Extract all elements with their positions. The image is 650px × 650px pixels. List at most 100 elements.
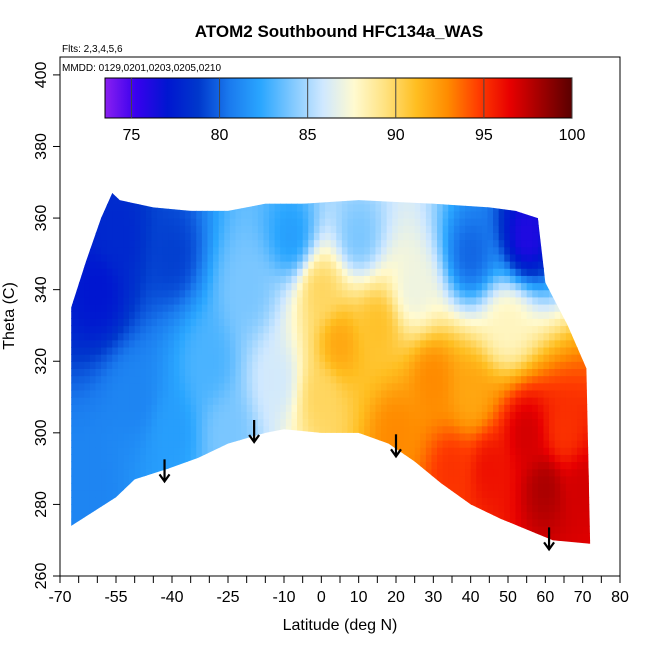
heatmap-cell xyxy=(442,354,449,362)
heatmap-cell xyxy=(117,439,125,448)
heatmap-cell xyxy=(106,375,113,384)
heatmap-cell xyxy=(129,389,136,398)
chart-title: ATOM2 Southbound HFC134a_WAS xyxy=(195,22,483,41)
heatmap-cell xyxy=(509,468,517,477)
heatmap-cell xyxy=(285,232,293,241)
heatmap-cell xyxy=(565,404,573,412)
heatmap-cell xyxy=(549,490,556,498)
heatmap-cell xyxy=(448,475,455,484)
heatmap-cell xyxy=(297,382,304,391)
heatmap-cell xyxy=(493,425,500,434)
heatmap-cell xyxy=(285,210,293,219)
heatmap-cell xyxy=(73,439,80,448)
heatmap-cell xyxy=(330,404,337,412)
heatmap-cell xyxy=(465,232,472,241)
heatmap-cell xyxy=(140,246,147,255)
heatmap-cell xyxy=(246,303,253,312)
heatmap-cell xyxy=(196,225,203,233)
heatmap-cell xyxy=(560,311,567,319)
heatmap-cell xyxy=(392,511,399,520)
heatmap-cell xyxy=(526,518,533,527)
heatmap-cell xyxy=(71,268,74,276)
heatmap-cell xyxy=(123,296,130,305)
heatmap-cell xyxy=(101,193,108,198)
heatmap-cell xyxy=(313,318,321,327)
heatmap-cell xyxy=(375,475,382,484)
heatmap-cell xyxy=(509,253,517,262)
heatmap-cell xyxy=(504,375,511,384)
heatmap-cell xyxy=(375,261,382,269)
heatmap-cell xyxy=(71,193,74,198)
heatmap-cell xyxy=(537,411,545,420)
heatmap-cell xyxy=(582,389,589,398)
heatmap-cell xyxy=(101,225,108,233)
heatmap-cell xyxy=(112,411,119,420)
heatmap-cell xyxy=(106,253,113,262)
heatmap-cell xyxy=(353,547,359,555)
heatmap-cell xyxy=(78,346,85,355)
heatmap-cell xyxy=(409,196,416,205)
heatmap-cell xyxy=(437,253,444,262)
heatmap-cell xyxy=(336,547,342,555)
heatmap-cell xyxy=(571,447,578,455)
heatmap-cell xyxy=(381,511,388,520)
heatmap-cell xyxy=(543,289,550,298)
heatmap-cell xyxy=(588,547,594,555)
heatmap-cell xyxy=(571,246,578,255)
heatmap-cell xyxy=(565,325,573,334)
heatmap-cell xyxy=(532,239,539,248)
heatmap-cell xyxy=(549,432,556,441)
heatmap-cell xyxy=(487,461,494,470)
heatmap-cell xyxy=(201,490,209,498)
heatmap-cell xyxy=(392,339,399,348)
heatmap-cell xyxy=(392,289,399,298)
heatmap-cell xyxy=(381,497,388,506)
heatmap-cell xyxy=(112,354,119,362)
heatmap-cell xyxy=(112,261,119,269)
heatmap-cell xyxy=(196,218,203,226)
heatmap-cell xyxy=(257,533,265,541)
heatmap-cell xyxy=(403,210,410,219)
heatmap-cell xyxy=(442,289,449,298)
heatmap-cell xyxy=(157,497,164,506)
heatmap-cell xyxy=(397,518,405,527)
heatmap-cell xyxy=(582,303,589,312)
heatmap-cell xyxy=(280,490,287,498)
heatmap-cell xyxy=(571,218,578,226)
heatmap-cell xyxy=(280,311,287,319)
heatmap-cell xyxy=(274,454,281,463)
heatmap-cell xyxy=(274,289,281,298)
heatmap-cell xyxy=(78,296,85,305)
heatmap-cell xyxy=(403,490,410,498)
heatmap-cell xyxy=(459,361,466,369)
heatmap-cell xyxy=(476,504,483,513)
heatmap-cell xyxy=(386,268,393,276)
heatmap-cell xyxy=(487,425,494,434)
heatmap-cell xyxy=(442,196,449,205)
heatmap-cell xyxy=(554,461,561,470)
heatmap-cell xyxy=(420,382,427,391)
heatmap-cell xyxy=(280,475,287,484)
heatmap-cell xyxy=(375,375,382,384)
heatmap-cell xyxy=(577,382,584,391)
heatmap-cell xyxy=(560,182,566,190)
heatmap-cell xyxy=(509,397,517,405)
heatmap-cell xyxy=(319,475,326,484)
heatmap-cell xyxy=(190,497,197,506)
heatmap-cell xyxy=(481,332,489,341)
heatmap-cell xyxy=(414,447,421,455)
heatmap-cell xyxy=(509,461,517,470)
heatmap-cell xyxy=(555,547,561,555)
heatmap-cell xyxy=(213,397,220,405)
heatmap-cell xyxy=(213,404,220,412)
heatmap-cell xyxy=(291,210,298,219)
heatmap-cell xyxy=(196,482,203,491)
heatmap-cell xyxy=(448,382,455,391)
heatmap-cell xyxy=(543,196,550,205)
heatmap-cell xyxy=(89,540,97,544)
heatmap-cell xyxy=(465,210,472,219)
heatmap-cell xyxy=(173,375,181,384)
heatmap-cell xyxy=(89,397,97,405)
heatmap-cell xyxy=(459,218,466,226)
heatmap-cell xyxy=(442,332,449,341)
